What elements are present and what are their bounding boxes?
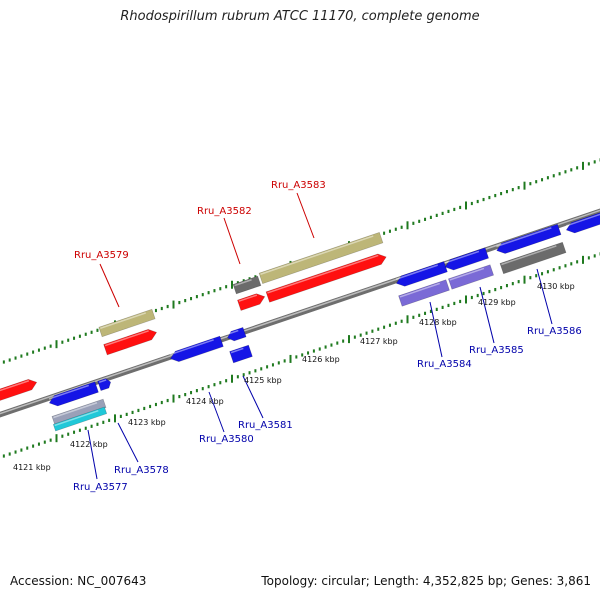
scale-label: 4123 kbp [128, 418, 166, 427]
leader-rru-a3585 [479, 286, 495, 344]
gene-rru-a3578-track[interactable] [51, 398, 107, 426]
gene-label-rru-a3585[interactable]: Rru_A3585 [469, 345, 524, 356]
gene-rru-a3577[interactable] [52, 406, 108, 432]
scale-label: 4129 kbp [478, 298, 516, 307]
scale-label: 4122 kbp [70, 440, 108, 449]
gene-label-rru-a3586[interactable]: Rru_A3586 [527, 326, 582, 337]
gene-rru-a3577-b[interactable] [97, 377, 113, 392]
topology-text: Topology: circular; Length: 4,352,825 bp… [261, 574, 591, 588]
gene-blue-partial[interactable] [565, 208, 600, 235]
leader-rru-a3583 [296, 192, 315, 239]
label-leaders [87, 192, 553, 480]
gene-label-rru-a3581[interactable]: Rru_A3581 [238, 420, 293, 431]
gene-rru-a3582[interactable] [237, 291, 266, 311]
gene-rru-a3586-a[interactable] [495, 223, 562, 256]
leader-rru-a3581 [242, 375, 264, 419]
gene-rru-a3586[interactable] [499, 241, 567, 275]
leader-rru-a3580 [208, 391, 225, 433]
gene-rru-a3583-track[interactable] [258, 232, 384, 284]
gene-label-rru-a3578[interactable]: Rru_A3578 [114, 465, 169, 476]
scale-label: 4125 kbp [244, 376, 282, 385]
gene-label-rru-a3577[interactable]: Rru_A3577 [73, 482, 128, 493]
leader-rru-a3582 [223, 217, 241, 265]
scale-label: 4130 kbp [537, 282, 575, 291]
scale-label: 4124 kbp [186, 397, 224, 406]
leader-rru-a3577 [87, 429, 98, 480]
gene-label-rru-a3579[interactable]: Rru_A3579 [74, 250, 129, 261]
gene-rru-a3577-a[interactable] [48, 381, 99, 408]
gene-rru-a3582-track[interactable] [232, 275, 262, 295]
lower-tick-track [2, 252, 600, 458]
scale-label: 4127 kbp [360, 337, 398, 346]
gene-rru-a3580[interactable] [169, 335, 224, 364]
gene-rru-a3579-track[interactable] [98, 308, 156, 338]
gene-label-rru-a3583[interactable]: Rru_A3583 [271, 180, 326, 191]
gene-rru-a3585-a[interactable] [443, 247, 489, 273]
leader-rru-a3579 [99, 263, 120, 308]
scale-label: 4128 kbp [419, 318, 457, 327]
leader-rru-a3578 [117, 422, 139, 463]
gene-features [0, 208, 600, 432]
gene-rru-a3585[interactable] [448, 264, 494, 290]
gene-label-rru-a3580[interactable]: Rru_A3580 [199, 434, 254, 445]
gene-rru-a3581-a[interactable] [226, 326, 247, 342]
scale-label: 4121 kbp [13, 463, 51, 472]
gene-label-rru-a3582[interactable]: Rru_A3582 [197, 206, 252, 217]
gene-label-rru-a3584[interactable]: Rru_A3584 [417, 359, 472, 370]
gene-rru-a3584[interactable] [398, 279, 450, 307]
gene-rru-a3579[interactable] [103, 327, 159, 356]
map-title: Rhodospirillum rubrum ATCC 11170, comple… [120, 9, 480, 24]
gene-rru-a3581[interactable] [229, 344, 253, 364]
leader-rru-a3584 [429, 301, 443, 358]
gene-rru-a3583[interactable] [265, 252, 388, 303]
scale-label: 4126 kbp [302, 355, 340, 364]
accession-text: Accession: NC_007643 [10, 574, 147, 588]
leader-rru-a3586 [536, 268, 553, 325]
gene-rru-a3584-a[interactable] [395, 261, 448, 288]
gene-red-partial[interactable] [0, 377, 38, 404]
